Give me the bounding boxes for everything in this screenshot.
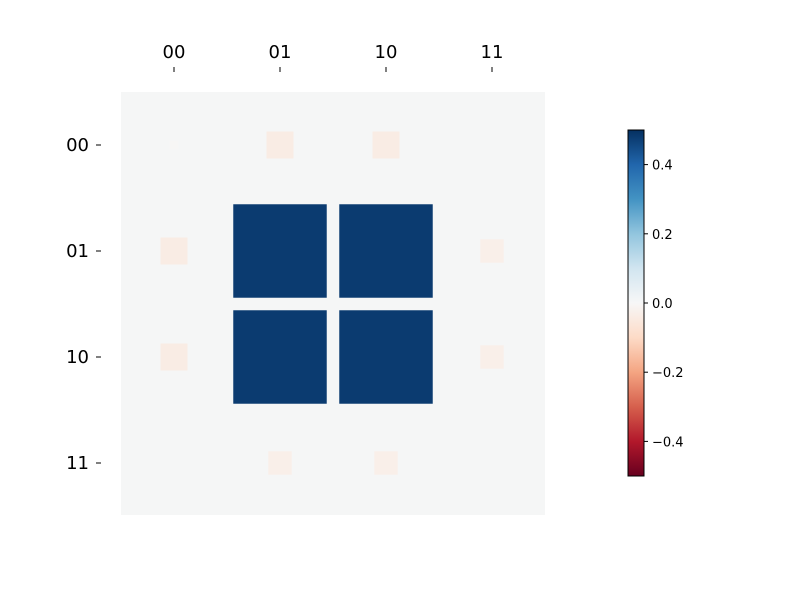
y-tick-label: 01	[66, 241, 89, 262]
colorbar	[627, 129, 645, 477]
cell-00-01	[266, 131, 294, 159]
cell-01-01	[233, 204, 327, 298]
y-axis: 00 01 10 11	[66, 135, 101, 474]
cell-10-01	[233, 310, 327, 404]
colorbar-gradient	[627, 129, 645, 477]
cell-01-10	[339, 204, 433, 298]
x-tick-label: 01	[269, 42, 292, 63]
x-tick-label: 10	[375, 42, 398, 63]
cell-10-00	[160, 343, 188, 371]
cell-01-11	[480, 239, 504, 263]
x-tick-label: 00	[163, 42, 186, 63]
colorbar-tick-label: −0.4	[652, 435, 684, 450]
cell-10-10	[339, 310, 433, 404]
cells-group	[160, 131, 504, 475]
colorbar-ticks: 0.4 0.2 0.0 −0.2 −0.4	[644, 159, 684, 450]
colorbar-tick-label: 0.0	[652, 297, 673, 312]
cell-00-10	[372, 131, 400, 159]
x-axis: 00 01 10 11	[163, 42, 504, 72]
colorbar-tick-label: −0.2	[652, 366, 684, 381]
colorbar-tick-label: 0.2	[652, 228, 673, 243]
plot-background	[121, 92, 545, 515]
colorbar-tick-label: 0.4	[652, 159, 673, 174]
cell-11-01	[268, 451, 292, 475]
cell-00-00	[169, 140, 179, 150]
x-tick-label: 11	[481, 42, 504, 63]
y-tick-label: 00	[66, 135, 89, 156]
cell-01-00	[160, 237, 188, 265]
cell-11-10	[374, 451, 398, 475]
cell-10-11	[480, 345, 504, 369]
y-tick-label: 11	[66, 453, 89, 474]
y-tick-label: 10	[66, 347, 89, 368]
